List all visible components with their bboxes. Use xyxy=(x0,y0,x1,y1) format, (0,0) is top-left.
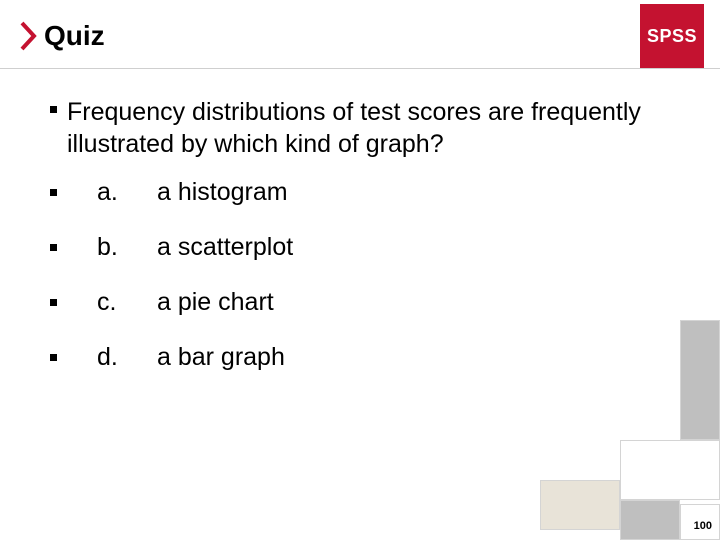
bullet-icon xyxy=(50,106,57,113)
deco-block xyxy=(620,500,680,540)
header-divider xyxy=(0,68,720,69)
option-letter: d. xyxy=(97,343,147,372)
bullet-icon xyxy=(50,354,57,361)
option-letter: c. xyxy=(97,288,147,317)
option-text: a bar graph xyxy=(157,343,285,372)
question-text: Frequency distributions of test scores a… xyxy=(67,96,660,160)
bullet-icon xyxy=(50,244,57,251)
option-letter: a. xyxy=(97,178,147,207)
bullet-icon xyxy=(50,189,57,196)
deco-block xyxy=(540,480,620,530)
option-text: a pie chart xyxy=(157,288,274,317)
page-number: 100 xyxy=(694,520,712,532)
option-letter: b. xyxy=(97,233,147,262)
chevron-icon xyxy=(20,21,38,51)
decorative-blocks xyxy=(460,320,720,540)
brand-logo: SPSS xyxy=(640,4,704,68)
bullet-icon xyxy=(50,299,57,306)
deco-block xyxy=(680,320,720,440)
option-row[interactable]: a. a histogram xyxy=(50,178,660,207)
option-row[interactable]: b. a scatterplot xyxy=(50,233,660,262)
brand-logo-text: SPSS xyxy=(647,26,697,47)
option-row[interactable]: c. a pie chart xyxy=(50,288,660,317)
page-title: Quiz xyxy=(44,20,105,52)
question-row: Frequency distributions of test scores a… xyxy=(50,96,660,160)
deco-block xyxy=(620,440,720,500)
title-row: Quiz xyxy=(20,20,105,52)
option-text: a histogram xyxy=(157,178,288,207)
option-text: a scatterplot xyxy=(157,233,293,262)
